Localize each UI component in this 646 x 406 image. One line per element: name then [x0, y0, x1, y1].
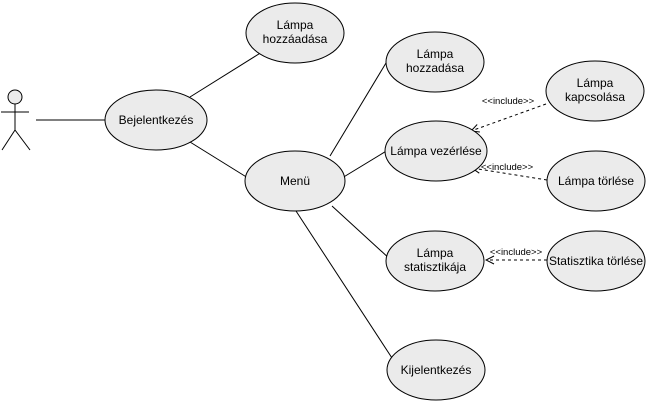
- use-case-label: Bejelentkezés: [119, 113, 194, 127]
- association-menu-lampa-hozzadasa: [329, 57, 390, 157]
- include-arrow-torlese: [472, 168, 548, 181]
- include-label-torlese: <<include>>: [481, 162, 534, 173]
- association-menu-lampa-vezerlese: [341, 149, 389, 179]
- use-case-label: Menü: [280, 174, 310, 188]
- use-case-label: Statisztika törlése: [549, 254, 643, 268]
- use-case-label-line1: Lámpa: [577, 76, 614, 90]
- use-case-label: Lámpa vezérlése: [390, 144, 482, 158]
- use-case-lampa-hozzadasa: Lámpa hozzadása: [385, 31, 485, 93]
- use-case-lampa-vezerlese: Lámpa vezérlése: [384, 120, 488, 182]
- association-bejelentkezes-menu: [189, 141, 249, 179]
- use-case-statisztika-torlese: Statisztika törlése: [546, 230, 646, 292]
- association-lines: [36, 51, 393, 359]
- include-dependencies: <<include>> <<include>> <<include>>: [471, 96, 547, 260]
- use-case-lampa-kapcsolasa: Lámpa kapcsolása: [545, 60, 645, 122]
- actor: [1, 89, 31, 151]
- include-label-statisztika: <<include>>: [490, 247, 543, 258]
- use-case-label: Lámpa törlése: [558, 174, 634, 188]
- association-menu-kijelentkezes: [295, 210, 393, 359]
- include-label-kapcsolasa: <<include>>: [482, 96, 535, 107]
- use-case-label-line2: kapcsolása: [565, 90, 625, 104]
- use-case-lampa-hozzaadasa-top: Lámpa hozzáadása: [245, 2, 345, 64]
- use-case-label-line2: statisztikája: [404, 260, 466, 274]
- use-case-label-line2: hozzadása: [406, 61, 464, 75]
- use-case-label: Kijelentkezés: [401, 363, 472, 377]
- use-case-label-line2: hozzáadása: [263, 32, 328, 46]
- use-case-label-line1: Lámpa: [277, 18, 314, 32]
- use-case-bejelentkezes: Bejelentkezés: [104, 89, 208, 151]
- use-case-kijelentkezes: Kijelentkezés: [386, 339, 486, 401]
- association-menu-lampa-statisztikaja: [331, 205, 392, 261]
- use-case-lampa-statisztikaja: Lámpa statisztikája: [385, 230, 485, 292]
- actor-right-leg: [14, 129, 31, 151]
- use-case-label-line1: Lámpa: [417, 246, 454, 260]
- use-case-menu: Menü: [244, 150, 346, 212]
- association-bejelentkezes-lampa-hozzaadasa: [189, 51, 263, 98]
- include-arrow-kapcsolasa: [471, 103, 547, 131]
- actor-left-leg: [1, 129, 16, 151]
- actor-head: [7, 89, 23, 105]
- use-case-label-line1: Lámpa: [417, 47, 454, 61]
- use-case-lampa-torlese: Lámpa törlése: [546, 150, 646, 212]
